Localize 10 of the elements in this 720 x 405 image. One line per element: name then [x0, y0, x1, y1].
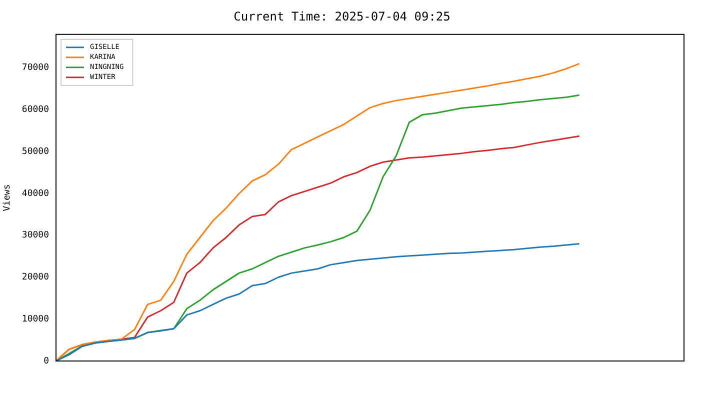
y-tick-label: 10000: [22, 314, 49, 324]
chart-title: Current Time: 2025-07-04 09:25: [234, 9, 450, 24]
y-tick-label: 50000: [22, 146, 49, 157]
y-tick-label: 70000: [22, 63, 49, 74]
y-tick-label: 30000: [22, 230, 49, 241]
y-axis-title: Views: [2, 184, 13, 212]
y-tick-label: 0: [44, 356, 49, 366]
y-tick-label: 20000: [22, 272, 49, 283]
y-tick-label: 60000: [22, 105, 49, 116]
y-tick-label: 40000: [22, 188, 49, 199]
